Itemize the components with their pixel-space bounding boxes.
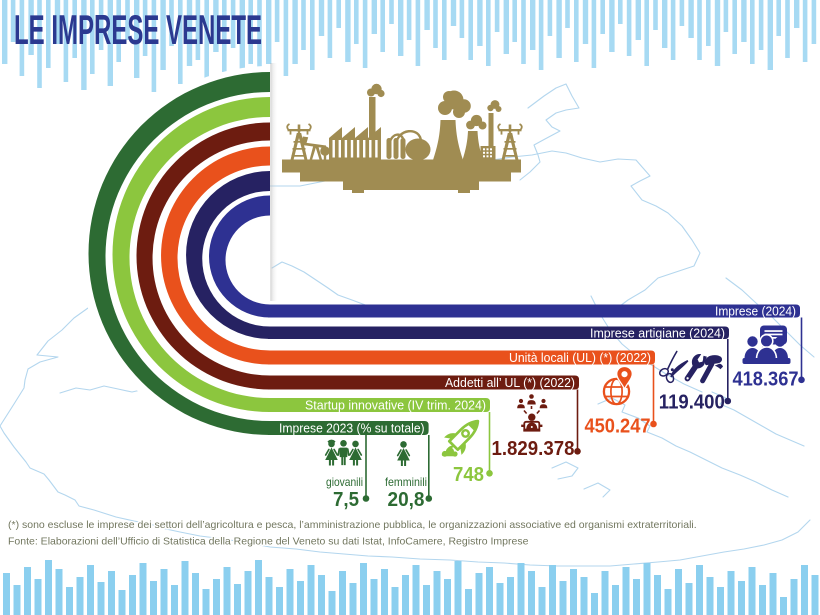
svg-text:Imprese artigiane (2024): Imprese artigiane (2024) — [590, 325, 725, 340]
svg-text:Imprese (2024): Imprese (2024) — [715, 304, 796, 319]
svg-text:Startup innovative (IV trim. 2: Startup innovative (IV trim. 2024) — [305, 398, 486, 413]
svg-text:Imprese 2023 (% su totale): Imprese 2023 (% su totale) — [279, 421, 425, 436]
svg-text:119.400: 119.400 — [659, 392, 725, 414]
svg-text:femminili: femminili — [385, 475, 427, 489]
svg-text:1.829.378: 1.829.378 — [492, 438, 575, 460]
svg-text:Fonte: Elaborazioni dell’Uffic: Fonte: Elaborazioni dell’Ufficio di Stat… — [8, 536, 529, 548]
svg-text:748: 748 — [453, 464, 484, 486]
svg-text:Addetti all’ UL (*) (2022): Addetti all’ UL (*) (2022) — [445, 375, 575, 390]
svg-text:(*) sono escluse le imprese de: (*) sono escluse le imprese dei settori … — [8, 519, 697, 531]
svg-text:LE IMPRESE VENETE: LE IMPRESE VENETE — [14, 6, 262, 53]
svg-text:418.367: 418.367 — [733, 369, 799, 391]
svg-text:450.247: 450.247 — [585, 416, 651, 438]
svg-text:Unità locali (UL) (*) (2022): Unità locali (UL) (*) (2022) — [509, 350, 651, 365]
svg-text:20,8: 20,8 — [388, 489, 425, 511]
svg-text:7,5: 7,5 — [333, 489, 359, 511]
svg-text:giovanili: giovanili — [326, 475, 363, 489]
